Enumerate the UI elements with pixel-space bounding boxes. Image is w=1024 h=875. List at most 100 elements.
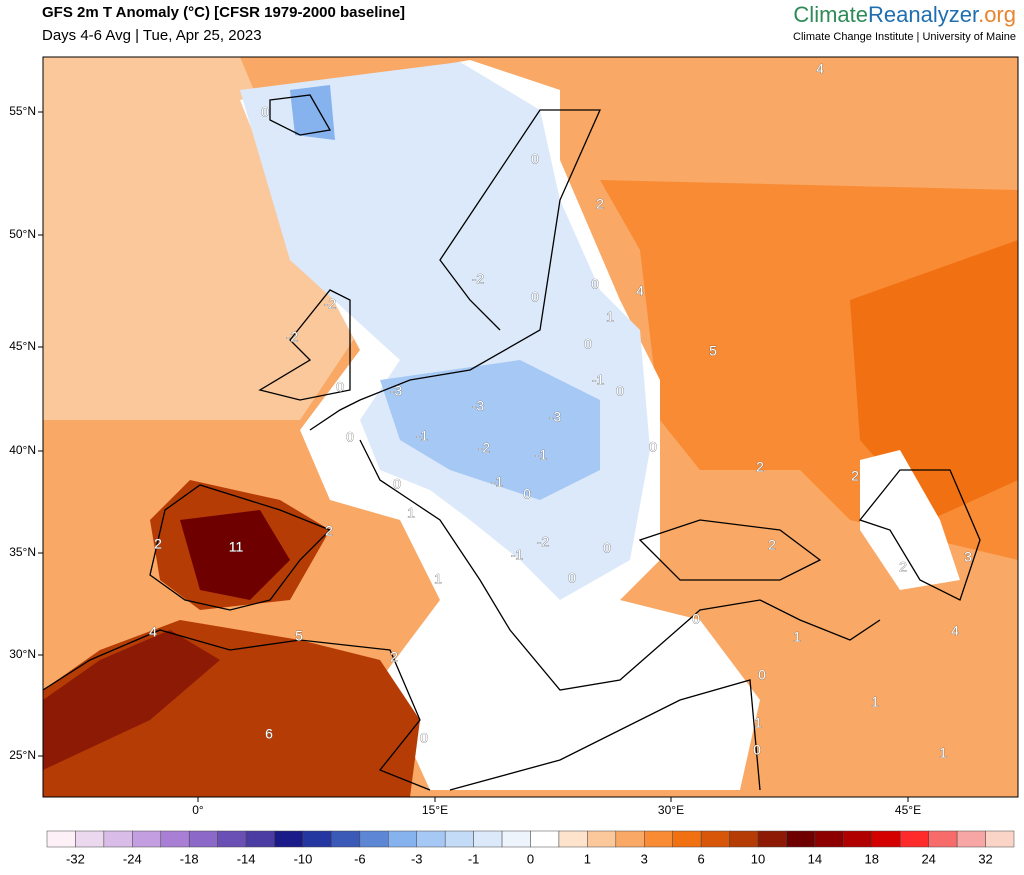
colorbar-label: -32 [66, 851, 85, 866]
contour-label: -1 [416, 428, 429, 444]
colorbar-swatch [700, 830, 730, 848]
contour-label: 0 [591, 276, 599, 292]
affiliation: Climate Change Institute | University of… [793, 31, 1016, 43]
contour-label: 2 [325, 523, 333, 539]
lat-label: 30°N [9, 647, 36, 661]
contour-label: 0 [261, 104, 269, 120]
colorbar-swatch [416, 830, 446, 848]
map-field [43, 57, 1018, 797]
contour-label: 1 [793, 629, 801, 645]
contour-label: 6 [265, 726, 273, 742]
contour-label: -1 [592, 372, 605, 388]
contour-label: 2 [596, 196, 604, 212]
contour-label: 5 [295, 628, 303, 644]
colorbar-swatch [530, 830, 560, 848]
contour-label: 0 [568, 570, 576, 586]
contour-label: 0 [420, 730, 428, 746]
colorbar-label: 18 [865, 851, 879, 866]
colorbar: -32 -24 -18 -14 -10 -6 -3 -1 0 1 3 6 10 14 18 24 32 [46, 830, 1015, 866]
colorbar-label: 3 [641, 851, 648, 866]
colorbar-swatch [814, 830, 844, 848]
contour-label: 4 [636, 283, 644, 299]
lat-label: 35°N [9, 545, 36, 559]
lat-label: 25°N [9, 748, 36, 762]
contour-label: 1 [939, 745, 947, 761]
colorbar-swatch [644, 830, 673, 848]
contour-label: 5 [709, 343, 717, 359]
contour-label: 1 [407, 505, 415, 521]
colorbar-swatch [985, 830, 1015, 848]
contour-label: -3 [472, 398, 485, 414]
contour-label: -2 [478, 440, 491, 456]
colorbar-swatch [331, 830, 361, 848]
contour-label: 2 [154, 536, 162, 552]
colorbar-swatch [672, 830, 702, 848]
colorbar-swatch [359, 830, 389, 848]
lat-label: 50°N [9, 227, 36, 241]
contour-label: -1 [535, 447, 548, 463]
contour-label: -2 [537, 534, 550, 550]
colorbar-swatch [160, 830, 190, 848]
colorbar-swatch [473, 830, 503, 848]
colorbar-swatch [103, 830, 133, 848]
colorbar-label: 10 [751, 851, 765, 866]
contour-label: 0 [616, 383, 624, 399]
contour-label: 0 [523, 486, 531, 502]
contour-label: 0 [336, 379, 344, 395]
colorbar-label: 0 [527, 851, 534, 866]
contour-label: 4 [816, 61, 824, 77]
brand-part: Climate [793, 2, 868, 27]
contour-label: -1 [491, 474, 504, 490]
contour-label: 0 [584, 336, 592, 352]
contour-label: 0 [758, 667, 766, 683]
colorbar-label: -18 [180, 851, 199, 866]
colorbar-swatch [245, 830, 275, 848]
colorbar-swatch [501, 830, 531, 848]
colorbar-swatch [899, 830, 929, 848]
brand: ClimateReanalyzer.org [793, 2, 1016, 27]
colorbar-swatch [928, 830, 958, 848]
colorbar-swatch [956, 830, 986, 848]
contour-label: 0 [346, 429, 354, 445]
contour-label: 0 [531, 151, 539, 167]
brand-part: .org [978, 2, 1016, 27]
contour-label: 3 [964, 549, 972, 565]
contour-label: 1 [754, 715, 762, 731]
colorbar-swatch [757, 830, 787, 848]
colorbar-label: 14 [808, 851, 822, 866]
colorbar-label: 24 [921, 851, 935, 866]
colorbar-swatch [729, 830, 759, 848]
colorbar-swatch [587, 830, 617, 848]
contour-label: 4 [951, 623, 959, 639]
colorbar-label: -6 [354, 851, 366, 866]
contour-label: 2 [851, 468, 859, 484]
contour-label: 2 [899, 559, 907, 575]
colorbar-swatch [75, 830, 105, 848]
brand-part: Reanalyzer [868, 2, 979, 27]
colorbar-swatch [558, 830, 588, 848]
colorbar-label: -3 [411, 851, 423, 866]
lat-label: 55°N [9, 104, 36, 118]
colorbar-swatch [274, 830, 304, 848]
colorbar-label: 1 [584, 851, 591, 866]
colorbar-label: -10 [294, 851, 313, 866]
colorbar-swatch [444, 830, 474, 848]
colorbar-label: -1 [468, 851, 480, 866]
contour-label: 0 [692, 611, 700, 627]
contour-label: -3 [390, 383, 403, 399]
colorbar-label: -24 [123, 851, 142, 866]
contour-label: 2 [768, 537, 776, 553]
map-frame [42, 56, 1019, 798]
colorbar-swatch [132, 830, 162, 848]
contour-label: 1 [606, 309, 614, 325]
lon-label: 30°E [658, 803, 684, 817]
colorbar-swatch [786, 830, 816, 848]
contour-label: 0 [603, 540, 611, 556]
colorbar-label: 32 [978, 851, 992, 866]
contour-label: 1 [434, 571, 442, 587]
colorbar-swatch [615, 830, 645, 848]
subtitle: Days 4-6 Avg | Tue, Apr 25, 2023 [42, 27, 262, 44]
contour-label: 1 [871, 694, 879, 710]
